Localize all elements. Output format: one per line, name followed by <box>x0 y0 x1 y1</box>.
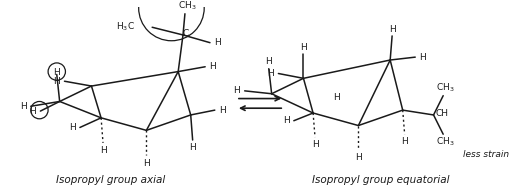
Text: H: H <box>355 153 362 162</box>
Text: H: H <box>266 58 272 66</box>
Text: H: H <box>214 38 221 47</box>
Text: H: H <box>69 123 76 132</box>
Text: H: H <box>234 86 240 95</box>
Text: H: H <box>388 25 395 34</box>
Text: CH$_3$: CH$_3$ <box>436 82 455 94</box>
Text: H: H <box>29 107 36 116</box>
Text: H: H <box>333 93 340 102</box>
Text: H: H <box>54 77 60 86</box>
Text: H: H <box>189 143 196 152</box>
Text: H$_3$C: H$_3$C <box>116 20 135 33</box>
Text: H: H <box>312 140 318 149</box>
Text: Isopropyl group axial: Isopropyl group axial <box>56 175 165 185</box>
Text: H: H <box>419 53 426 62</box>
Text: H: H <box>19 102 26 111</box>
Text: H: H <box>219 106 226 115</box>
Text: H: H <box>209 62 216 71</box>
Text: H: H <box>54 68 60 77</box>
Text: less strain: less strain <box>464 150 510 159</box>
Text: H: H <box>267 69 274 78</box>
Text: CH: CH <box>435 108 448 118</box>
Text: H: H <box>100 146 107 155</box>
Text: H: H <box>143 159 150 168</box>
Text: C: C <box>183 29 189 37</box>
Text: H: H <box>300 43 307 52</box>
Text: CH$_3$: CH$_3$ <box>177 0 196 12</box>
Text: CH$_3$: CH$_3$ <box>436 136 455 148</box>
Text: Isopropyl group equatorial: Isopropyl group equatorial <box>312 175 449 185</box>
Text: H: H <box>401 137 408 146</box>
Text: H: H <box>283 116 289 125</box>
